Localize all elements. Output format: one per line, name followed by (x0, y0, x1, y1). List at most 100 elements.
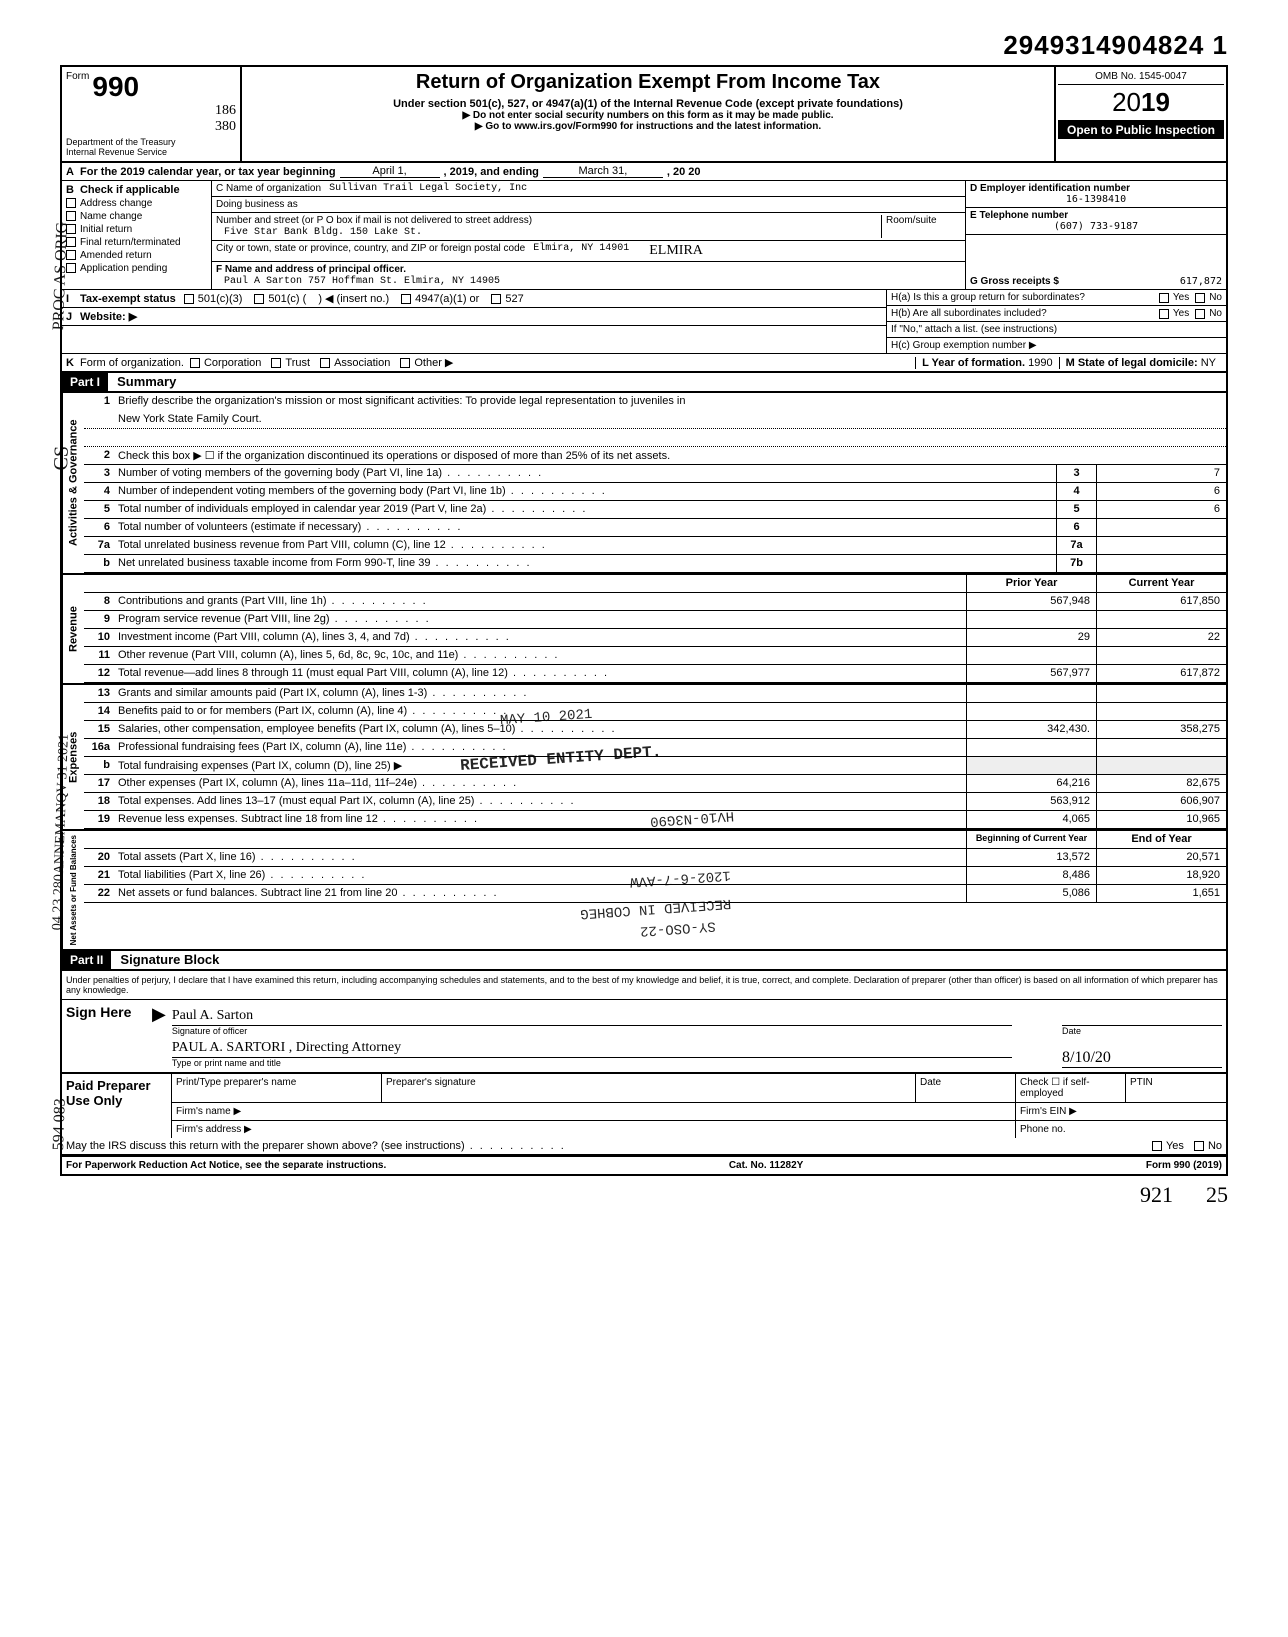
ha-no: No (1209, 292, 1222, 303)
line-num: 3 (84, 465, 114, 482)
current-year-value[interactable]: 22 (1096, 629, 1226, 646)
omb-number: OMB No. 1545-0047 (1058, 69, 1224, 85)
line-value[interactable]: 6 (1096, 501, 1226, 518)
cb-527[interactable] (491, 294, 501, 304)
cb-name-change[interactable] (66, 211, 76, 221)
cb-hb-no[interactable] (1195, 309, 1205, 319)
end-year-value[interactable]: 20,571 (1096, 849, 1226, 866)
current-year-value[interactable]: 10,965 (1096, 811, 1226, 828)
part-ii-title: Signature Block (120, 952, 219, 967)
org-address[interactable]: Five Star Bank Bldg. 150 Lake St. (224, 227, 422, 238)
prior-year-value[interactable]: 342,430. (966, 721, 1096, 738)
current-year-value[interactable]: 617,872 (1096, 665, 1226, 682)
cb-ha-no[interactable] (1195, 293, 1205, 303)
l1-mission-2[interactable]: New York State Family Court. (114, 411, 1226, 428)
begin-year-value[interactable]: 8,486 (966, 867, 1096, 884)
cb-assoc[interactable] (320, 358, 330, 368)
line-text: Revenue less expenses. Subtract line 18 … (114, 811, 966, 828)
begin-year-value[interactable]: 13,572 (966, 849, 1096, 866)
line-value[interactable] (1096, 555, 1226, 572)
l1-mission[interactable]: To provide legal representation to juven… (465, 395, 685, 407)
cb-hb-yes[interactable] (1159, 309, 1169, 319)
cb-trust[interactable] (271, 358, 281, 368)
org-city[interactable]: Elmira, NY 14901 (533, 243, 629, 259)
state-domicile[interactable]: NY (1201, 357, 1216, 369)
ha-yes: Yes (1173, 292, 1189, 303)
line-text: Total unrelated business revenue from Pa… (114, 537, 1056, 554)
officer-name-title[interactable]: PAUL A. SARTORI , Directing Attorney (172, 1040, 1012, 1058)
current-year-value[interactable]: 82,675 (1096, 775, 1226, 792)
line-value[interactable] (1096, 537, 1226, 554)
line-num: 7a (84, 537, 114, 554)
g-label: G Gross receipts $ (970, 276, 1059, 287)
prior-year-value[interactable] (966, 647, 1096, 664)
current-year-value[interactable] (1096, 757, 1226, 774)
declaration: Under penalties of perjury, I declare th… (62, 971, 1226, 1000)
line-value[interactable]: 6 (1096, 483, 1226, 500)
cb-4947[interactable] (401, 294, 411, 304)
c-addr-label: Number and street (or P O box if mail is… (216, 215, 532, 226)
form-label: Form (66, 71, 89, 82)
line-num: 22 (84, 885, 114, 902)
prior-year-value[interactable]: 563,912 (966, 793, 1096, 810)
line-value[interactable] (1096, 519, 1226, 536)
prior-year-value[interactable] (966, 703, 1096, 720)
org-name[interactable]: Sullivan Trail Legal Society, Inc (329, 183, 527, 194)
tax-year-begin[interactable]: April 1, (340, 165, 440, 178)
ein[interactable]: 16-1398410 (970, 194, 1222, 205)
current-year-value[interactable] (1096, 739, 1226, 756)
cb-address-change[interactable] (66, 198, 76, 208)
prior-year-value[interactable] (966, 739, 1096, 756)
line-text: Investment income (Part VIII, column (A)… (114, 629, 966, 646)
prior-year-value[interactable]: 64,216 (966, 775, 1096, 792)
line-box: 6 (1056, 519, 1096, 536)
current-year-value[interactable]: 606,907 (1096, 793, 1226, 810)
hb2-label: If "No," attach a list. (see instruction… (891, 324, 1057, 335)
opt-corp: Corporation (204, 357, 261, 369)
year-formation[interactable]: 1990 (1028, 357, 1052, 369)
tax-year-end[interactable]: March 31, (543, 165, 663, 178)
begin-year-value[interactable]: 5,086 (966, 885, 1096, 902)
line-num: b (84, 555, 114, 572)
telephone[interactable]: (607) 733-9187 (970, 221, 1222, 232)
end-year-value[interactable]: 18,920 (1096, 867, 1226, 884)
cb-ha-yes[interactable] (1159, 293, 1169, 303)
section-b: BCheck if applicable Address change Name… (62, 181, 212, 289)
page-num-25: 25 (1206, 1182, 1228, 1207)
prior-year-value[interactable]: 567,948 (966, 593, 1096, 610)
gross-receipts[interactable]: 617,872 (1059, 276, 1222, 287)
end-year-value[interactable]: 1,651 (1096, 885, 1226, 902)
prior-year-value[interactable]: 4,065 (966, 811, 1096, 828)
may-no: No (1208, 1140, 1222, 1152)
city-handwritten: ELMIRA (649, 243, 703, 259)
opt-address-change: Address change (80, 198, 152, 209)
line-num: 10 (84, 629, 114, 646)
current-year-value[interactable] (1096, 685, 1226, 702)
margin-note-594: 594 083 (50, 1098, 70, 1151)
opt-app-pending: Application pending (80, 263, 167, 274)
principal-officer[interactable]: Paul A Sarton 757 Hoffman St. Elmira, NY… (224, 276, 500, 287)
current-year-value[interactable] (1096, 703, 1226, 720)
cb-may-no[interactable] (1194, 1141, 1204, 1151)
prior-year-value[interactable] (966, 611, 1096, 628)
prior-year-value[interactable]: 29 (966, 629, 1096, 646)
current-year-value[interactable]: 358,275 (1096, 721, 1226, 738)
cb-other[interactable] (400, 358, 410, 368)
current-year-value[interactable]: 617,850 (1096, 593, 1226, 610)
cb-501c3[interactable] (184, 294, 194, 304)
cb-501c[interactable] (254, 294, 264, 304)
prior-year-value[interactable] (966, 757, 1096, 774)
vlabel-net-assets: Net Assets or Fund Balances (62, 831, 84, 949)
cb-corp[interactable] (190, 358, 200, 368)
line-value[interactable]: 7 (1096, 465, 1226, 482)
prior-year-value[interactable]: 567,977 (966, 665, 1096, 682)
current-year-value[interactable] (1096, 611, 1226, 628)
officer-signature[interactable]: Paul A. Sarton (172, 1008, 1012, 1026)
line-box: 5 (1056, 501, 1096, 518)
cb-may-yes[interactable] (1152, 1141, 1162, 1151)
prior-year-value[interactable] (966, 685, 1096, 702)
part-ii-label: Part II (62, 951, 111, 969)
sign-date[interactable]: 8/10/20 (1062, 1049, 1222, 1068)
line-num: 20 (84, 849, 114, 866)
current-year-value[interactable] (1096, 647, 1226, 664)
